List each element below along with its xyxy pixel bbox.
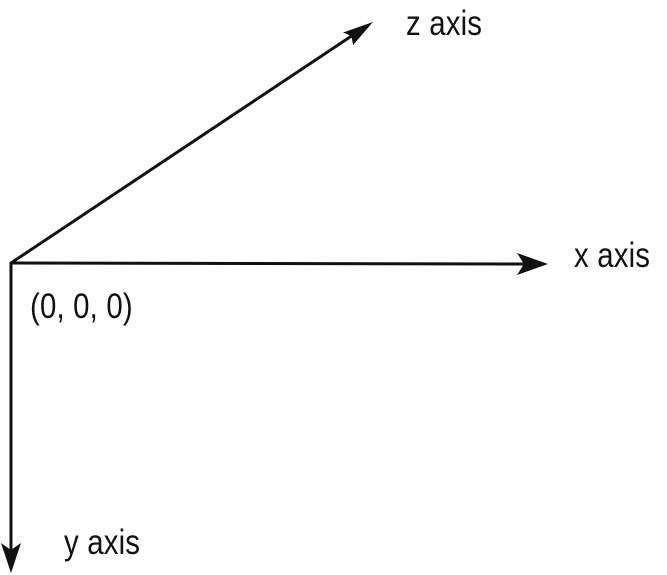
x-axis-label: x axis: [574, 236, 651, 275]
x-axis-arrowhead: [517, 253, 548, 275]
z-axis-label: z axis: [406, 4, 483, 43]
y-axis-arrowhead: [1, 543, 21, 573]
z-axis-arrowhead: [343, 22, 373, 45]
x-axis-line: [9, 261, 532, 266]
y-axis-label: y axis: [64, 523, 141, 562]
z-axis-line: [9, 31, 358, 265]
origin-label: (0, 0, 0): [30, 287, 133, 326]
